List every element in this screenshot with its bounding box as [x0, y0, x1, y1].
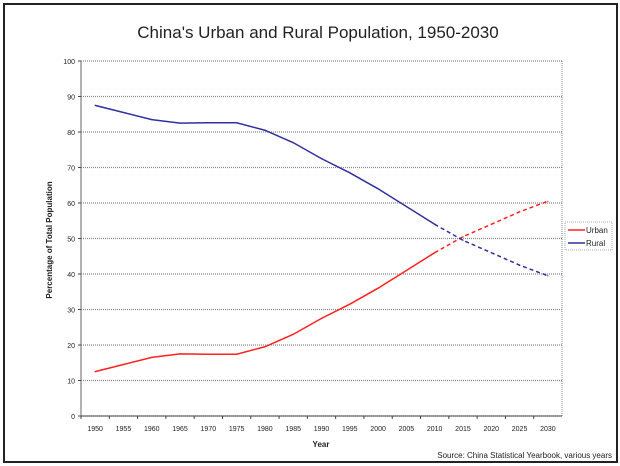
- data-point-urban: [122, 363, 125, 366]
- data-point-rural: [518, 264, 521, 266]
- data-point-urban: [405, 269, 407, 272]
- x-tick-label: 1990: [314, 426, 330, 433]
- x-axis-label: Year: [313, 440, 330, 449]
- data-point-urban: [207, 353, 209, 355]
- x-tick-label: 1995: [342, 426, 358, 433]
- data-point-urban: [547, 200, 549, 202]
- data-point-rural: [490, 252, 492, 254]
- legend: Urban Rural: [564, 221, 613, 251]
- y-tick-label: 0: [71, 414, 75, 421]
- data-point-urban: [94, 371, 96, 373]
- data-point-rural: [179, 122, 181, 124]
- data-point-rural: [236, 122, 238, 124]
- data-point-rural: [377, 188, 379, 190]
- chart-title: China's Urban and Rural Population, 1950…: [137, 23, 498, 42]
- y-tick-label: 70: [67, 166, 75, 173]
- x-tick-label: 2000: [370, 426, 386, 433]
- x-tick-label: 2025: [512, 426, 528, 433]
- data-point-urban: [434, 252, 436, 254]
- data-point-rural: [462, 239, 464, 241]
- x-tick-label: 1975: [229, 426, 245, 433]
- data-point-urban: [236, 353, 238, 355]
- data-point-rural: [320, 158, 323, 160]
- x-tick-label: 1985: [285, 426, 301, 433]
- data-point-rural: [151, 118, 153, 121]
- y-tick-label: 90: [67, 95, 75, 102]
- chart-frame: [3, 3, 618, 463]
- legend-label-urban: Urban: [586, 226, 608, 235]
- data-point-urban: [292, 333, 294, 335]
- series-projection-rural: [434, 223, 549, 277]
- y-tick-label: 60: [67, 201, 75, 208]
- series-line-rural: [94, 104, 436, 225]
- y-axis-label: Percentage of Total Population: [45, 181, 54, 298]
- x-tick-label: 1965: [172, 426, 188, 433]
- data-point-rural: [547, 275, 549, 277]
- x-tick-label: 1955: [116, 426, 132, 433]
- y-tick-label: 20: [67, 343, 75, 350]
- data-point-urban: [518, 211, 521, 213]
- x-tick-label: 2010: [427, 426, 443, 433]
- data-point-urban: [349, 303, 351, 305]
- data-point-rural: [405, 205, 407, 208]
- y-tick-label: 100: [63, 59, 75, 66]
- x-tick-label: 1950: [87, 426, 103, 433]
- data-point-urban: [462, 236, 464, 238]
- data-point-rural: [264, 129, 266, 131]
- x-tick-label: 2005: [399, 426, 415, 433]
- data-point-urban: [264, 346, 266, 348]
- data-point-urban: [179, 353, 181, 355]
- legend-label-rural: Rural: [586, 239, 605, 248]
- data-point-urban: [320, 317, 323, 319]
- y-tick-label: 10: [67, 379, 75, 386]
- y-tick-label: 30: [67, 308, 75, 315]
- data-point-rural: [434, 223, 436, 225]
- source-note: Source: China Statistical Yearbook, vari…: [437, 451, 612, 460]
- data-point-rural: [349, 172, 351, 174]
- series-line-urban: [94, 252, 436, 373]
- data-point-rural: [207, 122, 209, 124]
- y-tick-label: 80: [67, 130, 75, 137]
- x-tick-label: 2015: [455, 426, 471, 433]
- x-tick-label: 1960: [144, 426, 160, 433]
- x-tick-label: 2030: [540, 426, 556, 433]
- x-tick-label: 1970: [201, 426, 217, 433]
- x-tick-label: 1980: [257, 426, 273, 433]
- data-point-urban: [377, 287, 379, 289]
- data-point-urban: [151, 356, 153, 359]
- y-tick-label: 50: [67, 237, 75, 244]
- y-tick-label: 40: [67, 272, 75, 279]
- series-projection-urban: [434, 200, 549, 254]
- x-tick-label: 2020: [483, 426, 499, 433]
- data-point-urban: [490, 223, 492, 225]
- data-point-rural: [292, 142, 294, 144]
- data-point-rural: [122, 111, 125, 114]
- data-point-rural: [94, 104, 96, 106]
